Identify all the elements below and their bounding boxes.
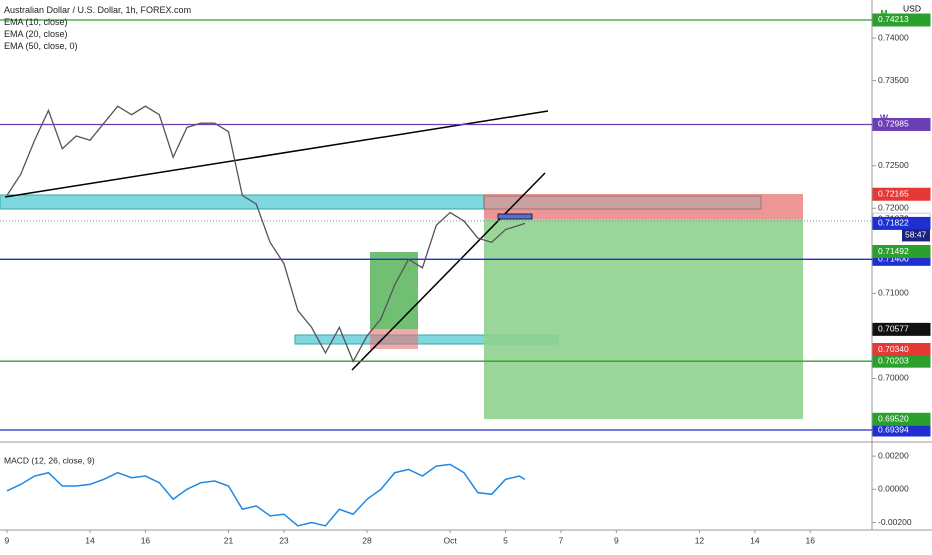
x-tick-label: 21 (224, 535, 234, 545)
price-tag (872, 13, 931, 27)
indicator: EMA (10, close) (4, 17, 68, 27)
price-tag (872, 343, 931, 357)
price-tag (872, 245, 931, 259)
price-tag (872, 117, 931, 131)
header: Australian Dollar / U.S. Dollar, 1h, FOR… (4, 4, 191, 52)
x-tick-label: 16 (141, 535, 151, 545)
y2-tick-label: -0.00200 (878, 517, 912, 527)
price-tag (872, 322, 931, 336)
y-tick-label: 0.72000 (878, 203, 909, 213)
x-tick-label: 14 (85, 535, 95, 545)
price-tag (872, 216, 931, 230)
macd-title: MACD (12, 26, close, 9) (4, 455, 95, 465)
x-tick-label: 16 (805, 535, 815, 545)
macd-line (6, 463, 526, 527)
x-tick-label: 5 (503, 535, 508, 545)
zone (0, 194, 485, 210)
y2-tick-label: 0.00000 (878, 484, 909, 494)
price-tag (872, 412, 931, 426)
price-tag-label: 0.69394 (878, 424, 909, 434)
price-tag-label: 0.70340 (878, 344, 909, 354)
countdown: 58:47 (905, 230, 927, 240)
y-tick-label: 0.74000 (878, 32, 909, 42)
price-tag-label: 0.72985 (878, 119, 909, 129)
trendline (4, 110, 549, 198)
price-tag-label: 0.71492 (878, 246, 909, 256)
trendline (351, 172, 546, 371)
price-tag (872, 187, 931, 201)
indicator: EMA (50, close, 0) (4, 41, 78, 51)
x-tick-label: 7 (559, 535, 564, 545)
zone (483, 195, 762, 210)
price-tag-label: 0.72165 (878, 188, 909, 198)
y2-tick-label: 0.00200 (878, 450, 909, 460)
x-tick-label: 9 (5, 535, 10, 545)
symbol-title: Australian Dollar / U.S. Dollar, 1h, FOR… (4, 5, 192, 15)
x-tick-label: Oct (444, 535, 458, 545)
price-tag-label: 0.74213 (878, 14, 909, 24)
level-tag: M (880, 8, 887, 18)
x-tick-label: 14 (750, 535, 760, 545)
price-tag-label: 0.70203 (878, 355, 909, 365)
x-tick-label: 12 (695, 535, 705, 545)
price-tag-label: 0.70577 (878, 324, 909, 334)
price-tag-label: 0.71822 (878, 218, 909, 228)
long-target (370, 252, 418, 329)
price-line (6, 105, 526, 363)
price-tag-label: 0.71400 (878, 254, 909, 264)
x-tick-label: 23 (279, 535, 289, 545)
x-tick-label: 28 (362, 535, 372, 545)
y-tick-label: 0.70000 (878, 373, 909, 383)
x-tick-label: 9 (614, 535, 619, 545)
y-tick-label: 0.73500 (878, 75, 909, 85)
long-stop (370, 329, 418, 349)
zone (497, 213, 533, 220)
price-tag-label: 0.69520 (878, 414, 909, 424)
countdown-box (902, 229, 930, 242)
level-tag: W (880, 113, 889, 123)
y-tick-label: 0.71000 (878, 288, 909, 298)
indicator: EMA (20, close) (4, 29, 68, 39)
short-target (484, 219, 803, 419)
currency: USD (903, 3, 921, 13)
y-tick-label: 0.72500 (878, 160, 909, 170)
